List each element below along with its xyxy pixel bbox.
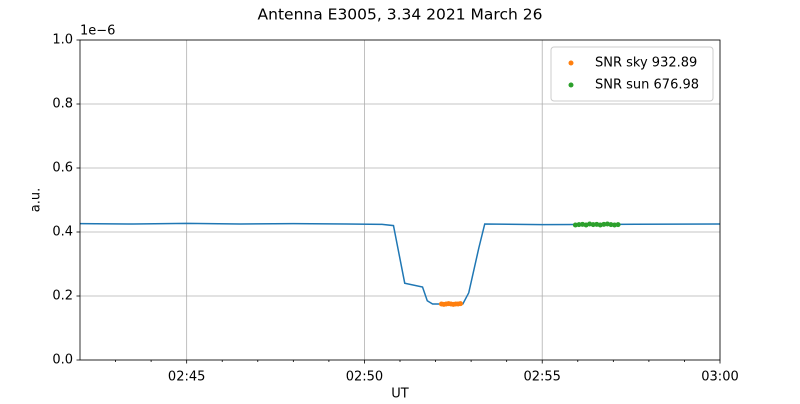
y-tick-label: 1.0	[52, 33, 73, 48]
y-tick-label: 0.0	[52, 353, 73, 368]
x-tick-label: 03:00	[701, 370, 738, 385]
x-tick-label: 02:45	[168, 370, 205, 385]
y-tick-label: 0.4	[52, 225, 73, 240]
legend-box	[550, 46, 714, 102]
y-axis-label: a.u.	[29, 188, 44, 212]
legend-label: SNR sky 932.89	[595, 56, 697, 71]
y-tick-label: 0.2	[52, 289, 73, 304]
x-axis-label: UT	[391, 387, 409, 401]
x-tick-label: 02:55	[523, 370, 560, 385]
y-tick-label: 0.8	[52, 97, 73, 112]
legend-marker	[568, 82, 574, 88]
data-point	[457, 301, 463, 307]
legend-label: SNR sun 676.98	[595, 78, 699, 93]
x-tick-label: 02:50	[346, 370, 383, 385]
data-point	[615, 222, 621, 228]
plot-frame	[79, 39, 721, 361]
legend-marker	[568, 60, 574, 66]
chart-title: Antenna E3005, 3.34 2021 March 26	[258, 6, 543, 24]
y-tick-label: 0.6	[52, 161, 73, 176]
data-line	[79, 222, 721, 305]
y-offset-label: 1e−6	[80, 24, 115, 39]
